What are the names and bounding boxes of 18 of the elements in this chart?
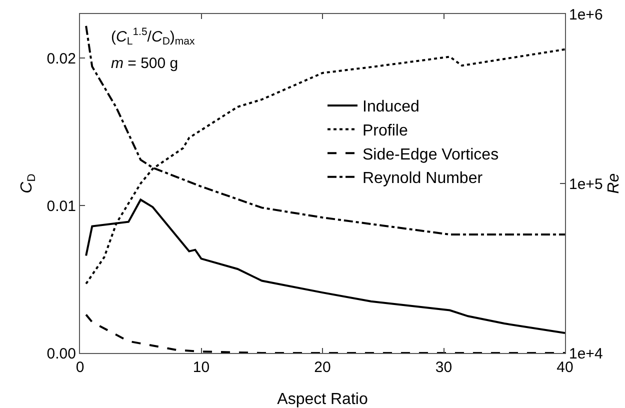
legend-label: Reynold Number: [362, 170, 484, 188]
annotation: m = 500 g: [111, 55, 178, 72]
x-tick-label: 10: [192, 359, 210, 376]
x-tick-label: 0: [76, 359, 84, 376]
y-tick-label: 0.00: [46, 345, 76, 362]
line-series: [85, 314, 565, 353]
y2-tick-label: 1e+5: [569, 176, 603, 193]
y-tick-label: 0.02: [46, 50, 76, 68]
x-tick-label: 30: [435, 359, 452, 376]
legend-label: Profile: [362, 122, 408, 140]
x-tick-label: 20: [314, 359, 331, 376]
x-axis-title: Aspect Ratio: [277, 391, 368, 408]
legend-label: Side-Edge Vortices: [362, 146, 499, 164]
legend-label: Induced: [362, 98, 420, 116]
y2-tick-label: 1e+6: [569, 6, 603, 24]
y2-axis-title: Re: [605, 173, 622, 194]
y-tick-label: 0.01: [46, 198, 76, 215]
text: (C$_{L}$$^{1.5}$/C$_{D}$)$_{max}$: [111, 26, 195, 48]
